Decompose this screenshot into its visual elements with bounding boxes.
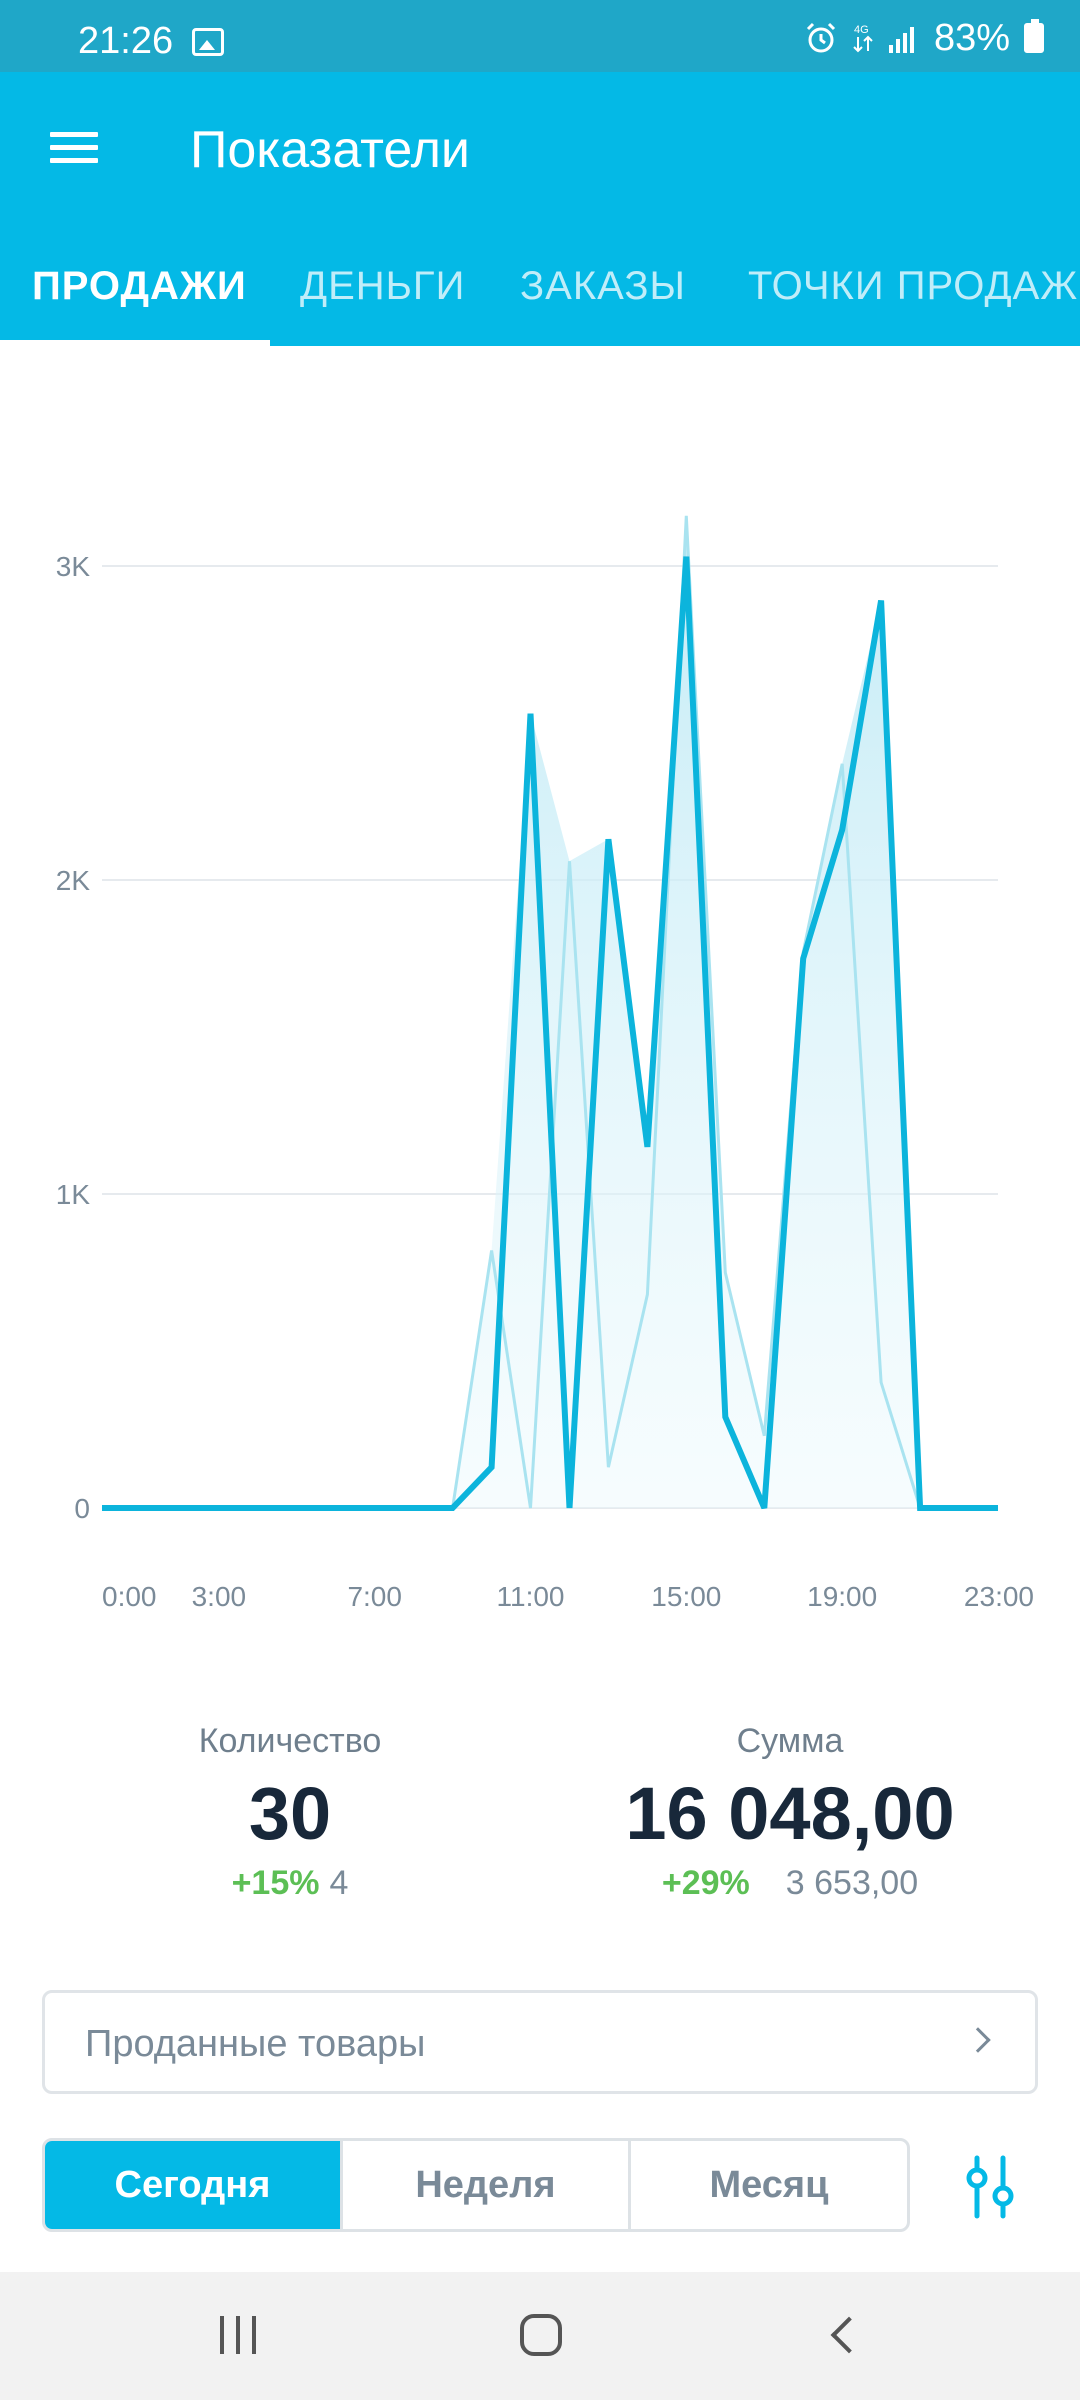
tab-sales-points[interactable]: ТОЧКИ ПРОДАЖ (748, 264, 1079, 308)
battery-percent: 83% (933, 16, 1010, 59)
period-month-button[interactable]: Месяц (709, 2163, 829, 2206)
stat-sum-label: Сумма (736, 1722, 844, 1760)
chart-svg: 0 1K 2K 3K 0:00 3:00 7:00 11:00 15:00 19:00 23:00 (56, 515, 1034, 1612)
status-bar: 21:26 4G 83% (0, 0, 1080, 72)
y-tick-label: 3K (56, 551, 91, 582)
x-tick-label: 19:00 (807, 1581, 877, 1612)
x-tick-label: 0:00 (102, 1581, 157, 1612)
y-tick-label: 1K (56, 1179, 91, 1210)
stat-quantity-prev: 4 (329, 1864, 349, 1902)
stat-sum-prev: 3 653,00 (785, 1864, 919, 1902)
x-tick-label: 23:00 (964, 1581, 1034, 1612)
system-nav-bar (0, 2272, 1080, 2400)
chart-area-fill (102, 515, 998, 1508)
stat-quantity: Количество 30 +15% 4 (140, 1722, 440, 1903)
status-icons: 4G 83% (804, 16, 1044, 59)
page-title: Показатели (190, 121, 470, 179)
tab-sales[interactable]: ПРОДАЖИ (32, 264, 247, 308)
tab-money[interactable]: ДЕНЬГИ (300, 264, 466, 308)
stat-sum-value: 16 048,00 (625, 1772, 955, 1855)
back-icon[interactable] (830, 2316, 868, 2354)
image-icon (192, 28, 224, 56)
status-time: 21:26 (78, 20, 174, 62)
data-icon: 4G (853, 24, 873, 53)
period-selector: Сегодня Неделя Месяц (42, 2138, 910, 2232)
home-icon[interactable] (520, 2314, 562, 2356)
stat-sum-pct: +29% (661, 1864, 750, 1902)
tab-indicator (0, 340, 270, 346)
x-tick-label: 3:00 (192, 1581, 247, 1612)
recents-icon[interactable] (220, 2316, 260, 2356)
stat-quantity-change: +15% 4 (140, 1864, 440, 1903)
tab-orders[interactable]: ЗАКАЗЫ (520, 264, 686, 308)
svg-text:4G: 4G (854, 24, 869, 36)
signal-icon (888, 27, 914, 53)
y-tick-label: 2K (56, 865, 91, 896)
stat-sum-change: +29% 3 653,00 (590, 1864, 990, 1903)
sold-goods-button[interactable]: Проданные товары (42, 1990, 1038, 2094)
tab-bar: ПРОДАЖИ ДЕНЬГИ ЗАКАЗЫ ТОЧКИ ПРОДАЖ (0, 224, 1080, 346)
stat-quantity-label: Количество (198, 1722, 382, 1760)
y-tick-label: 0 (74, 1493, 90, 1524)
x-tick-label: 15:00 (651, 1581, 721, 1612)
x-tick-label: 11:00 (497, 1581, 565, 1612)
filter-sliders-icon[interactable] (955, 2152, 1025, 2222)
series-line-today (102, 556, 998, 1511)
period-today-button[interactable]: Сегодня (45, 2141, 343, 2229)
stat-quantity-value: 30 (248, 1772, 332, 1855)
alarm-icon (806, 22, 835, 53)
stat-sum: Сумма 16 048,00 +29% 3 653,00 (590, 1722, 990, 1903)
x-tick-label: 7:00 (347, 1581, 402, 1612)
chevron-right-icon (965, 2027, 991, 2053)
battery-icon (1024, 19, 1044, 53)
app-bar: Показатели (0, 72, 1080, 224)
stat-quantity-pct: +15% (231, 1864, 320, 1902)
sales-chart: 0 1K 2K 3K 0:00 3:00 7:00 11:00 15:00 19:00 23:00 (0, 346, 1080, 1646)
period-week-button[interactable]: Неделя (343, 2141, 631, 2229)
sold-goods-label: Проданные товары (85, 2023, 426, 2065)
menu-icon[interactable] (50, 132, 98, 168)
